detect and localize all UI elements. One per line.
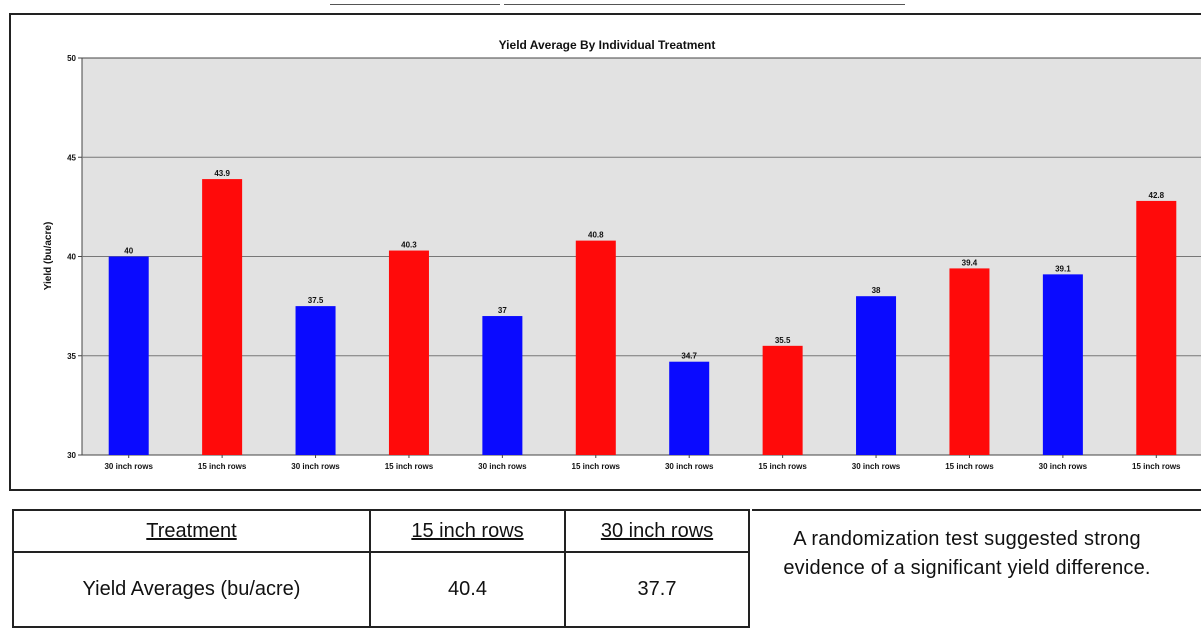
bar bbox=[202, 179, 243, 455]
x-tick-label: 15 inch rows bbox=[945, 462, 994, 471]
y-tick-label: 40 bbox=[67, 253, 76, 262]
x-tick-label: 15 inch rows bbox=[385, 462, 434, 471]
data-label: 34.7 bbox=[681, 352, 697, 361]
data-label: 39.1 bbox=[1055, 264, 1071, 273]
bar bbox=[856, 296, 897, 455]
data-label: 37 bbox=[498, 306, 507, 315]
chart-title: Yield Average By Individual Treatment bbox=[499, 38, 716, 52]
y-tick-label: 35 bbox=[67, 352, 76, 361]
data-label: 35.5 bbox=[775, 336, 791, 345]
x-tick-label: 30 inch rows bbox=[1039, 462, 1088, 471]
x-tick-label: 15 inch rows bbox=[1132, 462, 1181, 471]
data-label: 43.9 bbox=[214, 169, 230, 178]
header-15-inch: 15 inch rows bbox=[369, 509, 566, 553]
bar bbox=[669, 361, 710, 455]
bar bbox=[762, 345, 803, 455]
value-15-inch: 40.4 bbox=[369, 551, 566, 628]
bar bbox=[1136, 200, 1177, 455]
data-label: 38 bbox=[872, 286, 881, 295]
bar bbox=[949, 268, 990, 455]
y-tick-label: 45 bbox=[67, 153, 76, 162]
bar bbox=[482, 316, 523, 455]
bar bbox=[1042, 274, 1083, 455]
bar bbox=[575, 240, 616, 455]
value-30-inch: 37.7 bbox=[564, 551, 750, 628]
treatment-header: Treatment bbox=[12, 509, 371, 553]
data-label: 40.3 bbox=[401, 241, 417, 250]
top-divider-lines bbox=[330, 4, 905, 6]
randomization-note: A randomization test suggested strong ev… bbox=[783, 528, 1151, 579]
x-tick-label: 30 inch rows bbox=[665, 462, 714, 471]
data-label: 39.4 bbox=[962, 258, 978, 267]
data-label: 42.8 bbox=[1149, 191, 1165, 200]
data-label: 40 bbox=[124, 247, 133, 256]
header-30-inch: 30 inch rows bbox=[564, 509, 750, 553]
data-label: 40.8 bbox=[588, 231, 604, 240]
x-tick-label: 30 inch rows bbox=[291, 462, 340, 471]
results-table-area: Treatment 15 inch rows 30 inch rows Yiel… bbox=[12, 509, 1201, 628]
y-tick-label: 50 bbox=[67, 54, 76, 63]
bar bbox=[388, 250, 429, 455]
row-label: Yield Averages (bu/acre) bbox=[12, 551, 371, 628]
table-header-row: Treatment 15 inch rows 30 inch rows bbox=[12, 509, 750, 553]
x-tick-label: 15 inch rows bbox=[758, 462, 807, 471]
data-label: 37.5 bbox=[308, 296, 324, 305]
note-cell: A randomization test suggested strong ev… bbox=[752, 509, 1201, 625]
x-tick-label: 30 inch rows bbox=[478, 462, 527, 471]
x-tick-label: 15 inch rows bbox=[572, 462, 621, 471]
x-tick-label: 30 inch rows bbox=[852, 462, 901, 471]
table-row: Yield Averages (bu/acre) 40.4 37.7 bbox=[12, 551, 750, 628]
x-tick-label: 15 inch rows bbox=[198, 462, 247, 471]
y-tick-label: 30 bbox=[67, 451, 76, 460]
y-axis-label: Yield (bu/acre) bbox=[43, 222, 54, 291]
results-table: Treatment 15 inch rows 30 inch rows Yiel… bbox=[12, 509, 750, 628]
chart-panel: 30 35 40 45 50 40 43.9 37.5 40.3 37 40.8 34.7 35.5 3… bbox=[9, 13, 1201, 491]
bar-chart: 30 35 40 45 50 40 43.9 37.5 40.3 37 40.8 34.7 35.5 3… bbox=[43, 38, 1201, 471]
bar bbox=[108, 256, 149, 455]
x-tick-label: 30 inch rows bbox=[104, 462, 153, 471]
bar bbox=[295, 306, 336, 455]
